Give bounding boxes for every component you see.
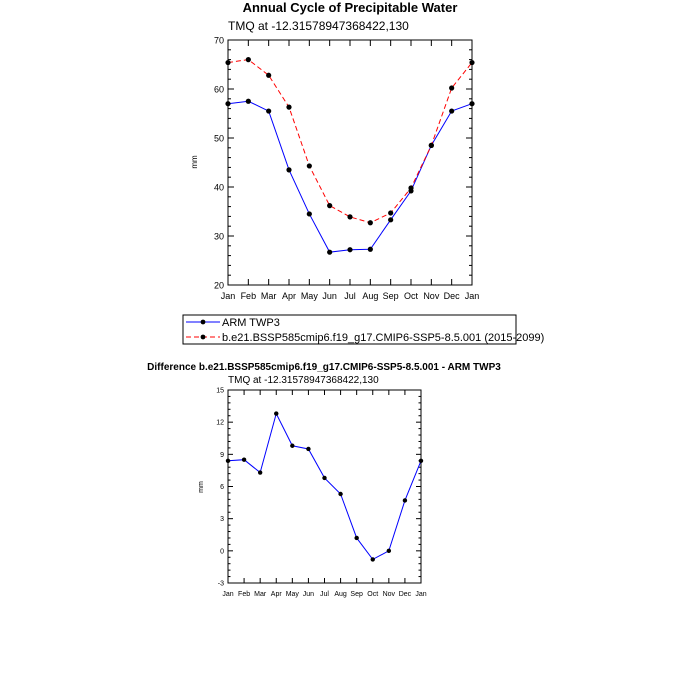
annual-cycle-legend: ARM TWP3 b.e21.BSSP585cmip6.f19_g17.CMIP…	[182, 314, 544, 345]
annual-x-tick-label: Jan	[465, 291, 480, 301]
diff-series-0-point	[402, 498, 408, 503]
difference-y-axis-label: mm	[198, 481, 205, 493]
annual-x-tick-label: Mar	[261, 291, 277, 301]
diff-series-line-0	[227, 412, 422, 561]
diff-x-tick-label: Apr	[271, 591, 283, 598]
diff-y-tick-label: 0	[220, 548, 224, 555]
diff-series-0-point	[290, 443, 295, 448]
annual-series-0-point	[347, 247, 353, 253]
annual-series-0-point	[286, 167, 292, 173]
annual-y-tick-label: 50	[214, 134, 224, 144]
annual-x-tick-label: Apr	[282, 291, 296, 301]
annual-x-tick-label: Nov	[423, 291, 440, 301]
legend-label-arm: ARM TWP3	[222, 317, 280, 329]
annual-series-0-point	[388, 217, 394, 223]
diff-x-tick-label: Dec	[399, 591, 412, 598]
diff-series-0-point	[257, 470, 263, 475]
annual-y-tick-label: 70	[214, 36, 224, 46]
annual-series-0-point	[449, 108, 455, 114]
diff-series-0-point	[418, 458, 424, 463]
diff-series-0-point	[241, 457, 247, 462]
annual-x-tick-label: May	[301, 291, 319, 301]
legend-box	[182, 314, 517, 345]
diff-x-tick-label: Jan	[415, 591, 426, 598]
diff-y-tick-label: 12	[216, 420, 224, 427]
difference-plot-frame	[227, 389, 422, 584]
difference-title: Difference b.e21.BSSP585cmip6.f19_g17.CM…	[147, 362, 501, 373]
diff-y-tick-label: 15	[216, 388, 224, 395]
annual-y-tick-label: 20	[214, 281, 224, 291]
annual-series-1-point	[408, 185, 414, 191]
difference-subtitle: TMQ at -12.31578947368422,130	[228, 375, 379, 386]
annual-series-0-point	[469, 101, 475, 107]
annual-series-0-point	[245, 98, 251, 104]
diff-x-tick-label: Jan	[222, 591, 233, 598]
annual-series-0-point	[225, 101, 231, 107]
diff-series-0-point	[338, 491, 343, 497]
annual-y-tick-label: 60	[214, 85, 224, 95]
annual-y-tick-label: 40	[214, 183, 224, 193]
annual-x-tick-label: Feb	[241, 291, 257, 301]
diff-x-tick-label: Feb	[238, 591, 250, 598]
annual-x-tick-label: Sep	[383, 291, 399, 301]
annual-x-tick-label: Jan	[221, 291, 236, 301]
diff-series-0-point	[386, 548, 392, 554]
diff-y-tick-label: 6	[220, 484, 224, 491]
diff-series-0-point	[370, 557, 375, 562]
annual-series-line-1	[227, 59, 473, 224]
diff-y-tick-label: 3	[220, 516, 224, 523]
diff-x-tick-label: Jun	[303, 591, 314, 598]
annual-cycle-chart: TMQ at -12.31578947368422,130 mm Jan Feb M…	[182, 19, 544, 345]
difference-axes: Jan Feb Mar Apr May Jun Jul Aug Sep Oct Nov Dec Jan-…	[216, 388, 427, 599]
diff-y-tick-label: -3	[218, 581, 224, 588]
diff-y-tick-label: 9	[220, 452, 224, 459]
legend-marker-model	[200, 334, 206, 340]
diff-series-0-point	[322, 475, 327, 481]
diff-series-0-point	[225, 458, 231, 463]
annual-series-1-point	[286, 104, 292, 110]
annual-series-0-point	[327, 249, 333, 255]
annual-series-0-point	[367, 246, 373, 252]
annual-series-1-point	[428, 142, 434, 148]
figure-title: Annual Cycle of Precipitable Water	[243, 0, 458, 15]
diff-x-tick-label: May	[286, 591, 300, 598]
annual-x-tick-label: Jul	[344, 291, 356, 301]
annual-y-tick-label: 30	[214, 232, 224, 242]
annual-series-1-point	[469, 59, 475, 66]
diff-x-tick-label: Aug	[334, 591, 347, 598]
annual-cycle-axes: Jan Feb Mar Apr May Jun Jul Aug Sep Oct Nov Dec Jan2…	[214, 36, 479, 302]
diff-x-tick-label: Nov	[383, 591, 396, 598]
annual-series-0-point	[266, 108, 272, 114]
annual-series-1-point	[449, 85, 455, 91]
legend-label-model: b.e21.BSSP585cmip6.f19_g17.CMIP6-SSP5-8.…	[222, 332, 544, 344]
diff-x-tick-label: Jul	[320, 591, 329, 598]
annual-cycle-subtitle: TMQ at -12.31578947368422,130	[228, 19, 409, 33]
annual-series-1-point	[245, 57, 251, 63]
diff-x-tick-label: Mar	[254, 591, 267, 598]
difference-series	[225, 411, 424, 562]
annual-x-tick-label: Dec	[444, 291, 461, 301]
annual-series-1-point	[306, 163, 312, 169]
annual-x-tick-label: Aug	[362, 291, 378, 301]
diff-series-0-point	[354, 535, 359, 541]
annual-series-line-0	[227, 100, 473, 253]
annual-series-0-point	[306, 211, 312, 217]
annual-series-1-point	[347, 214, 353, 220]
annual-cycle-y-axis-label: mm	[190, 155, 199, 169]
annual-x-tick-label: Jun	[322, 291, 337, 301]
annual-cycle-series	[225, 57, 475, 255]
diff-series-0-point	[306, 446, 311, 452]
annual-x-tick-label: Oct	[404, 291, 419, 301]
annual-series-1-point	[266, 72, 272, 78]
diff-x-tick-label: Oct	[367, 591, 378, 598]
annual-series-1-point	[388, 210, 394, 216]
annual-series-1-point	[367, 220, 373, 226]
difference-chart: Difference b.e21.BSSP585cmip6.f19_g17.CM…	[147, 362, 501, 598]
diff-series-0-point	[274, 411, 279, 416]
diff-x-tick-label: Sep	[350, 591, 363, 598]
legend-marker-arm	[200, 319, 206, 325]
annual-series-1-point	[327, 203, 333, 209]
annual-series-1-point	[225, 59, 231, 66]
